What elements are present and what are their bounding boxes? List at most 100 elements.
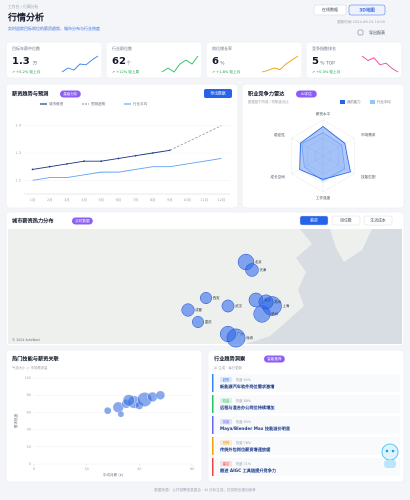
tab-text[interactable]: 岗位数 — [340, 218, 352, 223]
x-tick-label: 0 — [33, 467, 35, 471]
city-label: 杭州 — [271, 311, 278, 316]
card — [105, 41, 203, 79]
kpi-change: ↗ +0.3% 较上月 — [312, 69, 340, 74]
sparkline — [61, 55, 99, 73]
button[interactable] — [313, 4, 347, 16]
x-tick-label: 12月 — [218, 198, 226, 202]
tag — [220, 398, 232, 404]
kpi-change: ↗ +5.2% 较上月 — [12, 69, 40, 74]
tab[interactable] — [331, 215, 361, 226]
kpi-value: 62 — [112, 56, 126, 67]
point — [48, 165, 51, 168]
insight-text: 跟进 AIGC 工具链提升竞争力 — [220, 467, 276, 474]
assistant-eye — [391, 449, 395, 453]
city-label: 武汉 — [235, 303, 242, 308]
card — [305, 41, 403, 79]
page-title: 行情分析 — [7, 12, 44, 24]
city-bubble[interactable] — [199, 291, 213, 305]
button[interactable] — [204, 89, 232, 98]
city-label: 苏州 — [274, 299, 281, 304]
city-label: 重庆 — [205, 319, 212, 324]
point — [83, 160, 85, 163]
kpi-value: 6 — [212, 56, 219, 67]
legend-swatch — [340, 100, 345, 104]
city-bubble[interactable] — [221, 299, 235, 313]
radar-axis-label: 成长空间 — [271, 174, 286, 179]
y-axis-label: 需求热度 — [13, 413, 18, 428]
radar-axis-label: 稳定性 — [274, 132, 285, 137]
bubble — [103, 406, 112, 415]
y-tick-label: 80 — [27, 393, 31, 397]
x-tick-label: 5月 — [98, 198, 104, 202]
insight-item[interactable] — [212, 416, 400, 434]
x-tick-label: 1月 — [30, 198, 36, 202]
map-land — [8, 229, 312, 344]
y-tick-label: 60 — [27, 410, 31, 414]
score: 热度 88% — [236, 398, 251, 403]
score: 热度 85% — [236, 419, 251, 424]
city-bubble[interactable] — [258, 294, 274, 310]
kpi-value: 5 — [312, 56, 319, 67]
city-bubble[interactable] — [181, 303, 195, 317]
kpi-unit: % TOP — [320, 61, 335, 67]
footer: 数据来源：公开招聘信息整合 · AI 分析生成，仅供职业规划参考 — [154, 487, 256, 492]
button[interactable] — [348, 4, 386, 16]
assistant-body — [384, 460, 396, 468]
line-series — [169, 125, 222, 151]
y-tick-label: 100 — [25, 376, 31, 380]
legend-label: 城市薪资 — [49, 101, 64, 106]
note: 数据基于同城 / 同职级对比 — [248, 99, 289, 104]
city-bubble[interactable] — [192, 316, 204, 328]
insight-accent — [212, 437, 214, 455]
button-text[interactable]: 3D地图 — [359, 7, 375, 14]
insight-item[interactable] — [212, 458, 400, 476]
tab[interactable] — [363, 215, 393, 226]
x-tick-label: 10月 — [183, 198, 191, 202]
point — [100, 160, 103, 163]
tag-text: 预警 — [223, 440, 230, 445]
city-label: 上海 — [282, 303, 289, 308]
tab-text[interactable]: 薪资 — [310, 218, 318, 223]
y-tick-label: 1.4 — [15, 124, 21, 128]
tag-text: 机会 — [223, 398, 230, 403]
tag — [220, 419, 232, 425]
x-tick-label: 6月 — [116, 198, 122, 202]
point — [117, 157, 120, 160]
button-text[interactable]: 导出数据 — [210, 91, 225, 96]
point — [66, 163, 68, 165]
insight-item[interactable] — [212, 437, 400, 455]
sparkline — [161, 55, 199, 73]
radar-axis-label: 技能匹配 — [361, 174, 376, 179]
card — [5, 349, 203, 483]
point — [134, 154, 137, 157]
card-title: 行业趋势洞察 — [213, 355, 246, 363]
assistant-head[interactable] — [381, 443, 399, 461]
export-icon[interactable] — [357, 29, 364, 36]
legend-label: 预测趋势 — [91, 101, 106, 106]
insight-accent — [212, 374, 214, 392]
tab-text[interactable]: 生活成本 — [370, 218, 385, 223]
tab[interactable] — [299, 215, 329, 226]
city-bubble[interactable] — [245, 263, 259, 277]
y-tick-label: 40 — [27, 428, 31, 432]
radar-area — [299, 125, 351, 180]
city-bubble[interactable] — [226, 328, 246, 348]
x-tick-label: 20 — [85, 467, 89, 471]
badge-text: 实时数据 — [75, 218, 90, 223]
button-text[interactable]: 在线数据 — [322, 6, 338, 12]
radar-spoke — [322, 155, 355, 175]
insight-item[interactable] — [212, 395, 400, 413]
x-axis-label: 平均月薪 (k) — [103, 472, 124, 477]
x-tick-label: 4月 — [81, 198, 87, 202]
bubble — [117, 410, 125, 418]
point — [151, 152, 154, 154]
kpi-change: ↗ +12% 较上周 — [112, 69, 139, 74]
x-tick-label: 11月 — [200, 198, 208, 202]
score: 热度 92% — [236, 377, 251, 382]
insight-item[interactable] — [212, 374, 400, 392]
card-title: 热门技能与薪资关联 — [12, 355, 60, 363]
export-button[interactable]: 导出报表 — [369, 29, 385, 35]
insight-text: 远程与混合办公岗位持续增加 — [220, 404, 274, 411]
point — [31, 168, 34, 171]
y-tick-label: 1.2 — [15, 178, 21, 182]
